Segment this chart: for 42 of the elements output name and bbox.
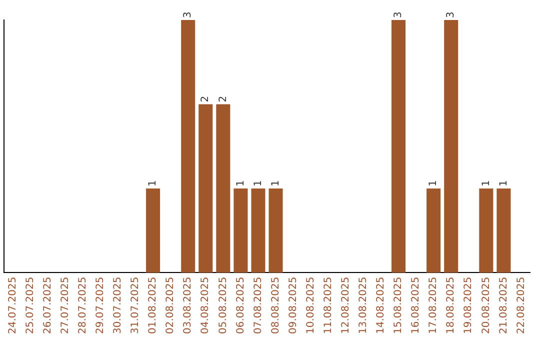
x-tick-label: 04.08.2025 (200, 276, 212, 334)
x-tick-label: 12.08.2025 (340, 276, 352, 334)
x-tick-label: 25.07.2025 (24, 276, 36, 334)
x-tick-label: 29.07.2025 (95, 276, 106, 334)
x-tick-label: 11.08.2025 (322, 276, 334, 334)
x-tick-label: 27.07.2025 (60, 276, 71, 334)
x-tick-label: 16.08.2025 (410, 276, 422, 334)
x-tick-label: 06.08.2025 (235, 276, 246, 334)
data-label: 3 (446, 12, 457, 18)
x-tick-label: 20.08.2025 (480, 276, 492, 334)
x-tick-label: 10.08.2025 (305, 276, 316, 334)
data-label: 1 (235, 180, 246, 186)
x-tick-label: 31.07.2025 (130, 276, 142, 334)
data-label: 2 (200, 96, 212, 102)
x-tick-label: 07.08.2025 (252, 276, 264, 334)
x-tick-label: 01.08.2025 (148, 276, 159, 334)
x-tick-label: 18.08.2025 (446, 276, 457, 334)
x-tick-label: 05.08.2025 (218, 276, 229, 334)
data-label: 1 (252, 180, 264, 186)
data-label: 3 (182, 12, 194, 18)
data-label: 1 (148, 180, 159, 186)
x-tick-label: 08.08.2025 (270, 276, 282, 334)
x-tick-label: 24.07.2025 (7, 276, 18, 334)
x-tick-label: 02.08.2025 (165, 276, 176, 334)
x-tick-label: 09.08.2025 (288, 276, 299, 334)
data-label: 1 (428, 180, 440, 186)
data-label: 1 (498, 180, 510, 186)
x-tick-label: 22.08.2025 (516, 276, 527, 334)
data-label: 1 (270, 180, 282, 186)
x-tick-label: 15.08.2025 (393, 276, 404, 334)
x-tick-label: 13.08.2025 (358, 276, 370, 334)
x-tick-label: 14.08.2025 (376, 276, 387, 334)
x-tick-label: 19.08.2025 (463, 276, 474, 334)
x-tick-label: 28.07.2025 (77, 276, 88, 334)
x-tick-label: 26.07.2025 (42, 276, 54, 334)
x-tick-label: 30.07.2025 (112, 276, 124, 334)
data-label: 2 (218, 96, 229, 102)
x-tick-label: 21.08.2025 (498, 276, 510, 334)
data-label: 1 (480, 180, 492, 186)
x-tick-label: 17.08.2025 (428, 276, 440, 334)
data-label: 3 (393, 12, 404, 18)
x-tick-label: 03.08.2025 (182, 276, 194, 334)
